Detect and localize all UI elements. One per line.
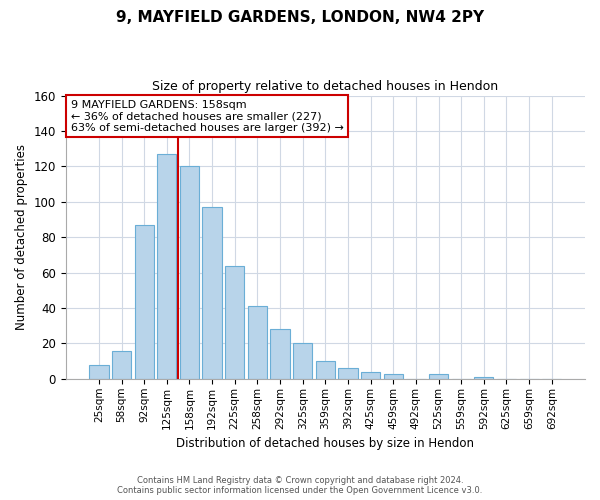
Bar	[474, 377, 493, 379]
Bar	[271, 330, 290, 379]
Bar	[157, 154, 176, 379]
Bar	[316, 361, 335, 379]
Bar	[338, 368, 358, 379]
Bar	[361, 372, 380, 379]
Text: Contains HM Land Registry data © Crown copyright and database right 2024.
Contai: Contains HM Land Registry data © Crown c…	[118, 476, 482, 495]
Bar	[89, 364, 109, 379]
Bar	[225, 266, 244, 379]
Bar	[429, 374, 448, 379]
Bar	[112, 350, 131, 379]
X-axis label: Distribution of detached houses by size in Hendon: Distribution of detached houses by size …	[176, 437, 475, 450]
Text: 9 MAYFIELD GARDENS: 158sqm
← 36% of detached houses are smaller (227)
63% of sem: 9 MAYFIELD GARDENS: 158sqm ← 36% of deta…	[71, 100, 344, 133]
Bar	[248, 306, 267, 379]
Bar	[383, 374, 403, 379]
Y-axis label: Number of detached properties: Number of detached properties	[15, 144, 28, 330]
Title: Size of property relative to detached houses in Hendon: Size of property relative to detached ho…	[152, 80, 499, 93]
Text: 9, MAYFIELD GARDENS, LONDON, NW4 2PY: 9, MAYFIELD GARDENS, LONDON, NW4 2PY	[116, 10, 484, 25]
Bar	[134, 225, 154, 379]
Bar	[202, 207, 222, 379]
Bar	[180, 166, 199, 379]
Bar	[293, 344, 313, 379]
